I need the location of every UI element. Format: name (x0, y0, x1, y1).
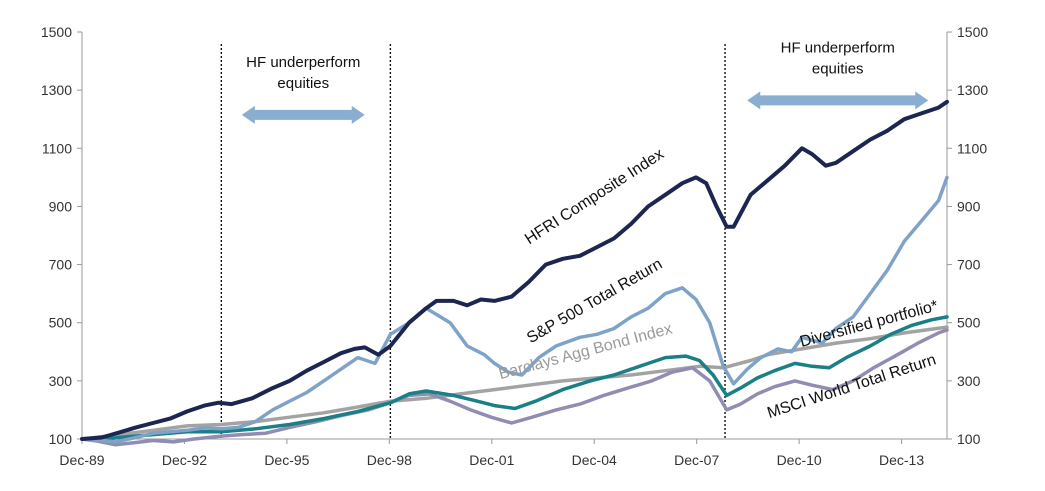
y-axis-left: 100 300 500 700 900 1100 1300 1500 (41, 24, 83, 447)
y-tick-label-left: 500 (49, 315, 73, 331)
annotations: HF underperform equities HF underperform eq… (241, 39, 929, 124)
y-tick-label-left: 900 (49, 198, 73, 214)
y-tick-label-right: 1100 (957, 140, 987, 156)
series-lines (80, 99, 949, 447)
y-tick-label-left: 1100 (42, 140, 72, 156)
y-axis-right: 100 300 500 700 900 1100 1300 1500 (946, 24, 988, 447)
y-tick-label-right: 700 (957, 257, 981, 273)
y-tick-label-right: 1500 (957, 24, 988, 40)
y-tick-label-left: 300 (49, 373, 73, 389)
annotation-text: HF underperform (781, 39, 895, 56)
x-tick-label: Dec-07 (674, 452, 719, 468)
annotation-text: equities (812, 60, 864, 77)
y-tick-label-right: 100 (957, 431, 981, 447)
y-tick-label-left: 1300 (41, 82, 72, 98)
series-label: MSCI World Total Return (765, 351, 938, 422)
double-arrow (241, 105, 365, 124)
y-tick-label-left: 1500 (41, 24, 72, 40)
x-tick-label: Dec-13 (879, 452, 924, 468)
series-line (80, 175, 949, 444)
series-line (80, 328, 949, 447)
x-tick-label: Dec-98 (367, 452, 412, 468)
y-tick-label-right: 300 (957, 373, 981, 389)
annotation-text: HF underperform (246, 54, 360, 71)
y-tick-label-right: 1300 (957, 82, 988, 98)
y-tick-label-right: 500 (957, 315, 981, 331)
series-line (80, 99, 949, 441)
y-tick-label-left: 100 (49, 431, 73, 447)
x-axis: Dec-89 Dec-92 Dec-95 Dec-98 Dec-01 Dec-04 Dec-… (59, 438, 947, 468)
series-label: HFRI Composite Index (522, 146, 667, 248)
series-line (80, 315, 949, 442)
x-tick-label: Dec-92 (162, 452, 207, 468)
period-dividers (220, 44, 726, 439)
double-arrow (747, 91, 929, 110)
y-tick-label-left: 700 (49, 257, 73, 273)
x-tick-label: Dec-04 (572, 452, 617, 468)
x-tick-label: Dec-10 (777, 452, 822, 468)
annotation-text: equities (277, 75, 329, 92)
y-tick-label-right: 900 (957, 198, 981, 214)
x-tick-label: Dec-89 (59, 452, 104, 468)
x-tick-label: Dec-01 (469, 452, 514, 468)
x-tick-label: Dec-95 (264, 452, 309, 468)
